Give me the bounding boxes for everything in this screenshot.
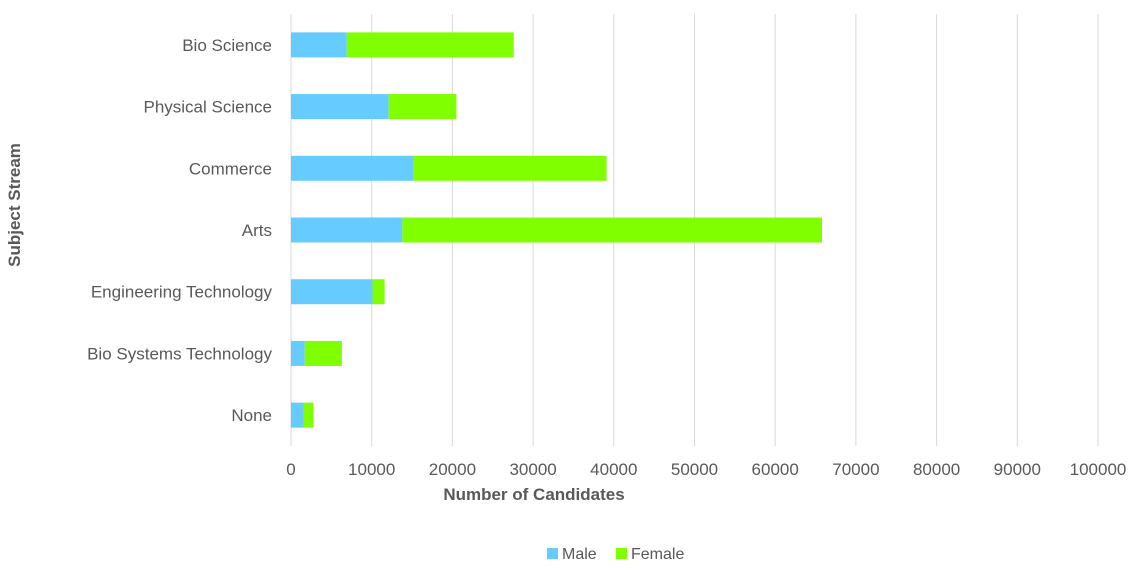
x-tick-label-4: 40000 [590,460,637,479]
category-label-2: Commerce [189,159,272,178]
bar-male-2 [291,155,414,181]
bar-male-1 [291,94,389,120]
x-tick-label-10: 100000 [1070,460,1127,479]
bar-male-6 [291,402,304,428]
y-tick-labels: Bio Science Physical Science Commerce Arts E… [87,36,272,425]
legend-swatch-female [616,548,627,559]
bar-female-0 [346,32,514,58]
category-label-6: None [231,406,272,425]
category-label-3: Arts [242,221,272,240]
y-axis-title: Subject Stream [5,143,24,267]
bar-female-5 [304,340,342,366]
x-tick-label-6: 60000 [752,460,799,479]
x-tick-label-3: 30000 [509,460,556,479]
x-tick-label-9: 90000 [994,460,1041,479]
bar-female-1 [388,94,457,120]
bar-female-3 [402,217,823,243]
x-tick-label-8: 80000 [913,460,960,479]
bar-male-3 [291,217,403,243]
bar-female-4 [372,279,385,305]
x-tick-label-0: 0 [286,460,295,479]
x-tick-label-2: 20000 [429,460,476,479]
legend: Male Female [547,546,684,563]
category-label-5: Bio Systems Technology [87,344,272,363]
bar-male-5 [291,340,305,366]
category-label-4: Engineering Technology [91,283,273,302]
x-tick-label-5: 50000 [671,460,718,479]
category-label-1: Physical Science [143,98,272,117]
bar-female-2 [413,155,607,181]
legend-swatch-male [547,548,558,559]
bar-male-0 [291,32,347,58]
bars [291,32,823,428]
bar-female-6 [303,402,314,428]
x-tick-label-7: 70000 [832,460,879,479]
x-tick-labels: 0 10000 20000 30000 40000 50000 60000 70000 8000… [286,460,1126,479]
category-label-0: Bio Science [182,36,272,55]
x-tick-label-1: 10000 [348,460,395,479]
x-axis-title: Number of Candidates [443,485,624,504]
legend-label-female: Female [631,546,684,563]
bar-male-4 [291,279,373,305]
legend-label-male: Male [562,546,597,563]
